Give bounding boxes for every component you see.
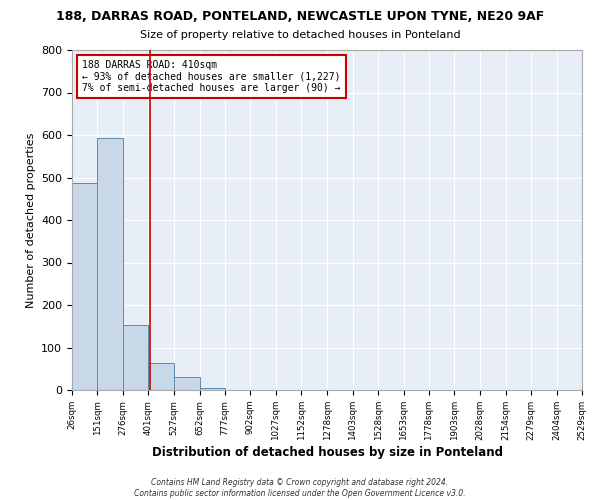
Bar — [174, 378, 200, 390]
Text: Contains HM Land Registry data © Crown copyright and database right 2024.
Contai: Contains HM Land Registry data © Crown c… — [134, 478, 466, 498]
Bar — [123, 326, 148, 390]
Bar — [148, 363, 174, 390]
Bar — [200, 388, 225, 390]
Y-axis label: Number of detached properties: Number of detached properties — [26, 132, 35, 308]
Text: 188 DARRAS ROAD: 410sqm
← 93% of detached houses are smaller (1,227)
7% of semi-: 188 DARRAS ROAD: 410sqm ← 93% of detache… — [82, 60, 341, 94]
Text: 188, DARRAS ROAD, PONTELAND, NEWCASTLE UPON TYNE, NE20 9AF: 188, DARRAS ROAD, PONTELAND, NEWCASTLE U… — [56, 10, 544, 23]
X-axis label: Distribution of detached houses by size in Ponteland: Distribution of detached houses by size … — [151, 446, 503, 458]
Text: Size of property relative to detached houses in Ponteland: Size of property relative to detached ho… — [140, 30, 460, 40]
Bar — [97, 138, 123, 390]
Bar — [72, 183, 97, 390]
